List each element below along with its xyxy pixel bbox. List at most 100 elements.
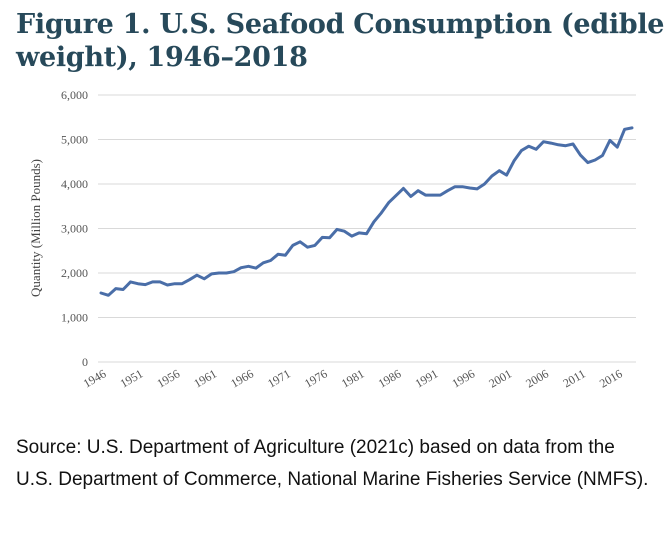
data-point <box>461 185 464 188</box>
y-tick-label: 3,000 <box>61 222 88 236</box>
x-tick-label: 1991 <box>413 366 441 390</box>
data-point <box>166 283 169 287</box>
data-point <box>623 128 626 131</box>
gridlines <box>98 94 636 363</box>
x-tick-label: 1946 <box>81 366 109 390</box>
data-point <box>564 144 567 147</box>
data-point <box>239 266 243 269</box>
data-point <box>439 193 442 197</box>
y-axis-ticks: 0 1,000 2,000 3,000 4,000 5,000 6,000 <box>61 88 88 369</box>
x-tick-label: 2016 <box>597 366 625 390</box>
data-point <box>431 193 435 197</box>
data-point <box>446 189 449 192</box>
data-point <box>424 193 427 197</box>
data-point <box>579 153 582 157</box>
data-point <box>453 185 457 188</box>
data-point <box>357 231 361 235</box>
y-tick-label: 5,000 <box>61 133 88 147</box>
y-tick-label: 0 <box>82 355 88 369</box>
data-point <box>284 254 287 257</box>
data-point <box>254 266 258 270</box>
x-tick-label: 1981 <box>339 366 367 390</box>
data-point <box>151 280 154 284</box>
data-point <box>195 274 199 277</box>
data-point <box>601 154 604 157</box>
data-point <box>534 148 538 151</box>
data-point <box>232 270 235 273</box>
data-point <box>372 220 376 224</box>
data-point <box>520 149 523 152</box>
data-point <box>121 288 125 291</box>
consumption-line <box>99 126 634 297</box>
data-point <box>313 244 317 247</box>
x-tick-label: 2006 <box>523 366 551 390</box>
x-tick-label: 1951 <box>118 366 146 390</box>
y-tick-label: 1,000 <box>61 311 88 325</box>
x-tick-label: 1996 <box>449 366 477 390</box>
y-axis-label: Quantity (Million Pounds) <box>28 159 43 297</box>
data-point <box>328 236 331 240</box>
data-point <box>593 158 597 162</box>
data-point <box>630 126 634 130</box>
x-tick-label: 1956 <box>154 366 182 390</box>
data-point <box>180 282 184 285</box>
data-point <box>188 278 191 281</box>
data-point <box>616 145 619 149</box>
data-point <box>262 261 265 264</box>
y-tick-label: 4,000 <box>61 177 88 191</box>
x-tick-label: 1961 <box>191 366 219 390</box>
x-tick-label: 1971 <box>265 366 293 390</box>
data-point <box>107 294 110 297</box>
data-point <box>394 194 398 197</box>
line-chart: 0 1,000 2,000 3,000 4,000 5,000 6,000 1946 1951… <box>28 88 636 391</box>
data-point <box>571 142 575 146</box>
y-tick-label: 6,000 <box>61 88 88 102</box>
data-point <box>144 283 147 286</box>
y-tick-label: 2,000 <box>61 266 88 280</box>
data-point <box>158 280 162 284</box>
data-point <box>298 240 302 244</box>
data-point <box>608 139 612 142</box>
data-point <box>210 272 213 276</box>
x-tick-label: 1976 <box>302 366 330 390</box>
data-point <box>380 211 383 215</box>
data-point <box>416 189 420 192</box>
data-point <box>512 159 516 163</box>
data-point <box>490 174 494 178</box>
data-point <box>335 228 339 231</box>
chart-title: Figure 1. U.S. Seafood Consumption (edib… <box>16 9 665 73</box>
data-point <box>468 186 471 190</box>
data-point <box>542 140 545 143</box>
data-point <box>203 277 206 280</box>
data-point <box>99 291 103 295</box>
data-point <box>136 282 140 285</box>
source-note: Source: U.S. Department of Agriculture (… <box>16 437 649 490</box>
data-point <box>402 187 405 190</box>
data-point <box>350 234 353 238</box>
data-point <box>498 169 501 172</box>
data-point <box>505 173 508 177</box>
data-point <box>343 229 346 233</box>
x-axis-ticks: 1946 1951 1956 1961 1966 1971 1976 1981 1986 1991… <box>81 366 625 390</box>
x-tick-label: 1966 <box>228 366 256 390</box>
data-point <box>387 201 390 204</box>
data-point <box>276 253 280 256</box>
x-tick-label: 2001 <box>486 366 514 390</box>
data-point <box>475 187 479 191</box>
data-point <box>129 280 132 284</box>
data-point <box>217 271 221 275</box>
data-point <box>586 161 589 164</box>
series <box>99 126 634 297</box>
data-point <box>225 271 228 275</box>
data-point <box>365 232 368 236</box>
data-point <box>409 195 412 198</box>
data-point <box>557 143 560 147</box>
data-point <box>306 245 309 249</box>
data-point <box>291 244 294 247</box>
x-tick-label: 2011 <box>560 366 587 390</box>
data-point <box>247 265 250 268</box>
data-point <box>549 141 553 145</box>
data-point <box>321 236 324 239</box>
data-point <box>114 287 117 290</box>
data-point <box>483 182 486 186</box>
